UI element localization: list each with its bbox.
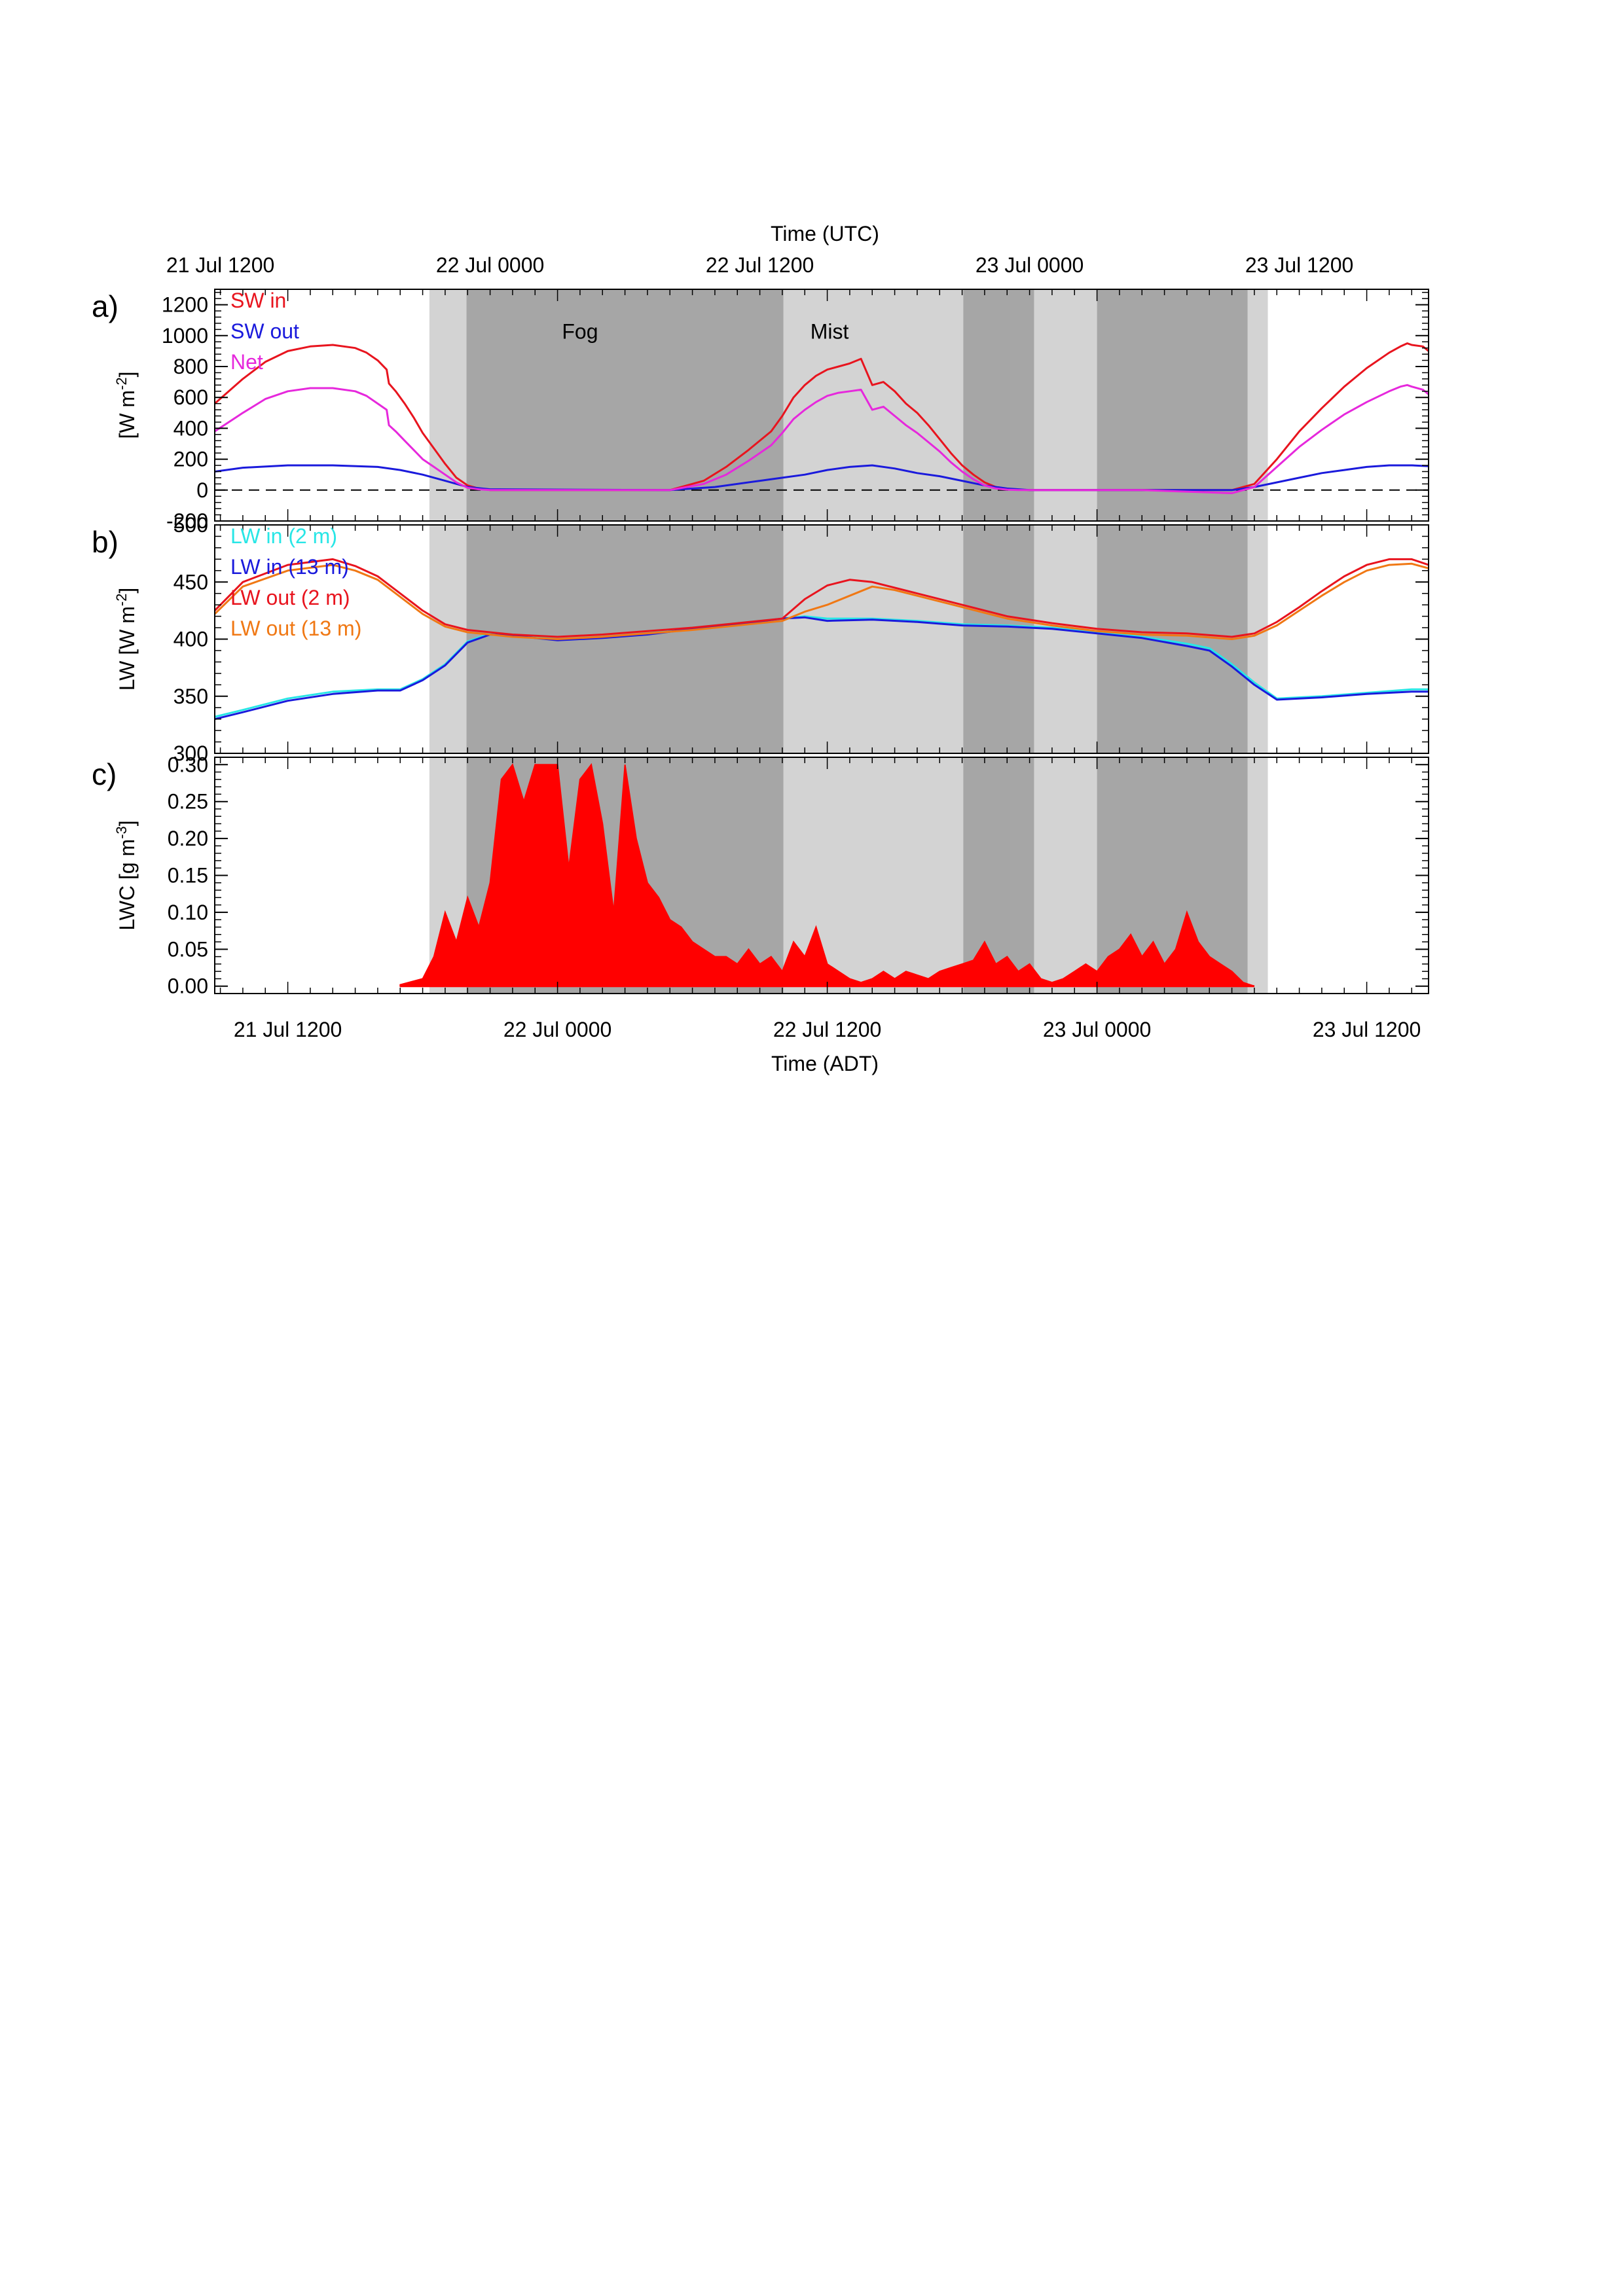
y-tick-label: 500	[173, 513, 208, 537]
legend-entry: LW out (2 m)	[230, 586, 350, 609]
y-tick-label: 0.00	[168, 975, 208, 998]
dark-shade-band	[963, 525, 1034, 753]
panel-c: 0.00 0.05 0.10 0.15 0.20 0.25 0.30 LWC [g m-3] c…	[92, 753, 1429, 998]
bottom-tick-label: 22 Jul 0000	[503, 1018, 611, 1041]
dark-shade-band	[466, 289, 784, 521]
dark-shade-band	[963, 289, 1034, 521]
legend-entry: LW out (13 m)	[230, 617, 361, 640]
light-shade-band	[429, 289, 467, 521]
y-tick-label: 400	[173, 416, 208, 440]
y-tick-label: 1000	[162, 324, 208, 348]
y-tick-label: 450	[173, 570, 208, 594]
light-shade-band	[783, 289, 964, 521]
dark-shade-band	[963, 757, 1034, 994]
y-tick-label: -200	[166, 509, 208, 533]
panel-b: 300 350 400 450 500 LW [W m-2] b) LW in (2 m) LW…	[92, 513, 1429, 765]
annotation-fog: Fog	[562, 320, 598, 344]
y-tick-label: 0.25	[168, 790, 208, 814]
shading-b	[429, 525, 1268, 753]
y-tick-label: 0.05	[168, 937, 208, 961]
panel-label-c: c)	[92, 757, 117, 791]
y-tick-label: 300	[173, 742, 208, 765]
legend-entry: LW in (2 m)	[230, 524, 337, 548]
panel-frame-a	[214, 289, 1429, 522]
legend-entry: LW in (13 m)	[230, 555, 349, 579]
legend-entry: Net	[230, 350, 263, 374]
bottom-tick-label: 21 Jul 1200	[234, 1018, 342, 1041]
top-tick-label: 23 Jul 1200	[1245, 253, 1353, 277]
dark-shade-band	[1097, 289, 1248, 521]
series-lwc-area	[399, 762, 1255, 987]
series-lw-out-13-m-line	[215, 562, 1429, 640]
y-tick-label: 0.20	[168, 827, 208, 850]
series-lw-in-13-m-line	[215, 616, 1429, 721]
y-tick-label: 350	[173, 685, 208, 708]
light-shade-band	[1034, 757, 1097, 994]
y-axis-label-c: LWC [g m-3]	[113, 820, 139, 930]
y-tick-label: 0.15	[168, 864, 208, 888]
top-axis-title: Time (UTC)	[771, 222, 879, 245]
y-tick-label: 800	[173, 355, 208, 378]
y-axis-label-a: [W m-2]	[113, 371, 139, 439]
bottom-tick-labels: 21 Jul 1200 22 Jul 0000 22 Jul 1200 23 Jul …	[234, 1018, 1421, 1041]
y-tick-label: 1200	[162, 293, 208, 317]
light-shade-band	[1034, 289, 1097, 521]
bottom-tick-label: 23 Jul 1200	[1313, 1018, 1421, 1041]
y-tick-label: 200	[173, 448, 208, 471]
light-shade-band	[1247, 757, 1268, 994]
light-shade-band	[1247, 289, 1268, 521]
shading-a	[429, 289, 1268, 521]
panel-label-b: b)	[92, 525, 119, 559]
top-tick-labels: 21 Jul 1200 22 Jul 0000 22 Jul 1200 23 Jul …	[166, 253, 1353, 277]
legend-entry: SW out	[230, 319, 299, 343]
bottom-axis-title: Time (ADT)	[771, 1052, 879, 1075]
light-shade-band	[1034, 525, 1097, 753]
y-tick-label: 600	[173, 386, 208, 409]
y-tick-label: 0.30	[168, 753, 208, 776]
top-tick-label: 21 Jul 1200	[166, 253, 274, 277]
bottom-tick-label: 23 Jul 0000	[1043, 1018, 1151, 1041]
y-axis-label-b: LW [W m-2]	[113, 588, 139, 691]
series-sw-out-line	[215, 464, 1429, 492]
y-tick-label: 0	[196, 478, 208, 502]
annotation-mist: Mist	[811, 320, 849, 344]
dark-shade-band	[466, 525, 784, 753]
light-shade-band	[783, 525, 964, 753]
legend-entry: SW in	[230, 289, 286, 312]
light-shade-band	[1247, 525, 1268, 753]
top-tick-label: 22 Jul 0000	[436, 253, 544, 277]
bottom-tick-label: 22 Jul 1200	[773, 1018, 881, 1041]
y-tick-label: 0.10	[168, 901, 208, 924]
top-tick-label: 23 Jul 0000	[976, 253, 1084, 277]
panel-label-a: a)	[92, 289, 119, 323]
light-shade-band	[429, 525, 467, 753]
series-sw-in-line	[215, 342, 1429, 492]
series-net-line	[215, 384, 1429, 494]
series-lw-out-2-m-line	[215, 558, 1429, 638]
y-tick-label: 400	[173, 628, 208, 651]
panel-a: -200 0 200 400 600 800 1000 1200 [W m-2] a) SW in S…	[92, 289, 1429, 533]
top-tick-label: 22 Jul 1200	[706, 253, 814, 277]
